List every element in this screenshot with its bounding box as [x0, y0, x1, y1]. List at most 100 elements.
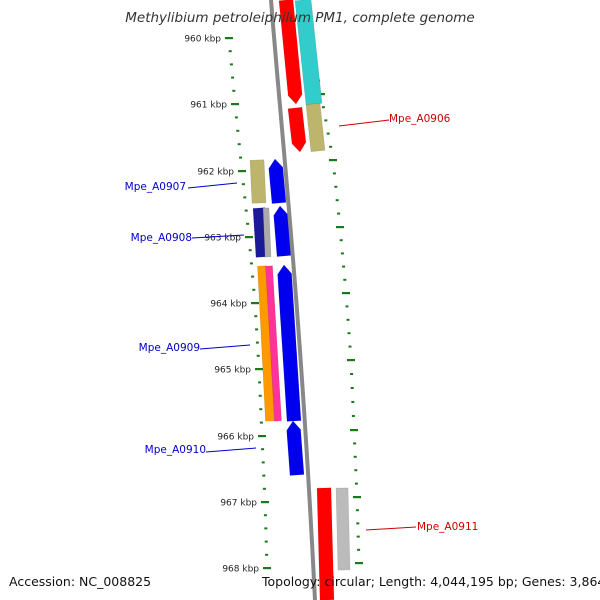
ruler-minor-tick	[321, 106, 325, 109]
ruler-minor-tick	[244, 209, 248, 212]
gene-label: Mpe_A0908	[131, 232, 192, 244]
ruler-label: 964 kbp	[210, 300, 247, 310]
gene-arrow-minus	[277, 264, 302, 422]
ruler-minor-tick	[246, 222, 250, 225]
ruler-label: 965 kbp	[214, 366, 251, 376]
gene-leader-line	[187, 182, 238, 189]
ruler-minor-tick	[353, 442, 357, 445]
ruler-minor-tick	[248, 249, 252, 252]
ruler-minor-tick	[258, 394, 262, 397]
ruler-major-tick	[225, 37, 233, 40]
gene-leader-line	[205, 447, 257, 453]
gene-arrow-minus	[268, 158, 287, 204]
ruler-major-tick	[347, 359, 355, 362]
ruler-minor-tick	[324, 119, 328, 122]
ruler-minor-tick	[236, 129, 240, 132]
ruler-major-tick	[255, 368, 263, 371]
gene-arrow-minus	[273, 205, 292, 257]
ruler-minor-tick	[340, 252, 344, 255]
ruler-major-tick	[245, 236, 253, 239]
gene-leader-line	[199, 344, 251, 350]
ruler-minor-tick	[249, 262, 253, 265]
ruler-minor-tick	[251, 275, 255, 278]
ruler-minor-tick	[228, 50, 232, 53]
gene-arrow-plus	[287, 106, 307, 153]
ruler-label: 961 kbp	[190, 101, 227, 111]
ruler-minor-tick	[354, 482, 358, 485]
ruler-minor-tick	[259, 408, 263, 411]
ruler-minor-tick	[237, 143, 241, 146]
ruler-minor-tick	[356, 535, 360, 538]
ruler-minor-tick	[232, 89, 236, 92]
ruler-major-tick	[329, 159, 337, 162]
ruler-minor-tick	[265, 553, 269, 556]
ruler-minor-tick	[262, 474, 266, 477]
ruler-minor-tick	[255, 328, 259, 331]
ruler-minor-tick	[335, 199, 339, 202]
ruler-minor-tick	[261, 461, 265, 464]
ruler-major-tick	[258, 435, 266, 438]
gene-label: Mpe_A0906	[389, 113, 451, 125]
ruler-minor-tick	[243, 196, 247, 199]
genome-title: Methylibium petroleiphilum PM1, complete…	[125, 10, 475, 26]
ruler-minor-tick	[254, 315, 258, 318]
ruler-minor-tick	[255, 341, 259, 344]
ruler-major-tick	[342, 292, 350, 295]
gene-leader-line	[191, 234, 245, 239]
ruler-label: 966 kbp	[217, 433, 254, 443]
ruler-minor-tick	[339, 239, 343, 242]
ruler-major-tick	[261, 501, 269, 504]
genome-backbone	[269, 0, 317, 600]
ruler-minor-tick	[239, 156, 243, 159]
ruler-minor-tick	[262, 487, 266, 490]
backbone-layer	[269, 0, 317, 600]
ruler-minor-tick	[337, 212, 341, 215]
ruler-minor-tick	[261, 448, 265, 451]
ruler-major-tick	[336, 226, 344, 229]
ruler-minor-tick	[356, 522, 360, 525]
ruler-minor-tick	[342, 265, 346, 268]
ruler-label: 962 kbp	[197, 168, 234, 178]
ruler-minor-tick	[345, 305, 349, 308]
ruler-major-tick	[231, 103, 239, 106]
ruler-minor-tick	[350, 373, 354, 375]
ruler-minor-tick	[263, 514, 267, 517]
ruler-minor-tick	[264, 540, 268, 543]
ruler-major-tick	[350, 429, 358, 432]
ruler-minor-tick	[348, 345, 352, 348]
ruler-layer: 960 kbp 961 kbp 962 kbp 963 kbp 964 kbp 965 k…	[184, 26, 363, 575]
label-layer: Mpe_A0906 Mpe_A0907 Mpe_A0908 Mpe_A0909 Mpe_…	[125, 113, 479, 533]
gene-arrow-minus	[262, 207, 272, 258]
gene-label: Mpe_A0909	[139, 342, 200, 354]
ruler-minor-tick	[252, 288, 256, 291]
ruler-minor-tick	[231, 76, 235, 79]
ruler-minor-tick	[354, 469, 358, 472]
gene-arrow-plus	[335, 487, 351, 571]
ruler-minor-tick	[258, 381, 262, 384]
ruler-major-tick	[251, 302, 259, 305]
ruler-minor-tick	[264, 527, 268, 530]
gene-arrow-plus	[278, 0, 303, 105]
ruler-minor-tick	[241, 183, 245, 186]
ruler-label: 968 kbp	[222, 565, 259, 575]
gene-arrow-minus	[265, 265, 282, 422]
gene-arrow-plus	[294, 0, 323, 106]
ruler-label: 967 kbp	[220, 499, 257, 509]
ruler-label: 960 kbp	[184, 35, 221, 45]
ruler-minor-tick	[329, 145, 333, 148]
ruler-label: 963 kbp	[204, 234, 241, 244]
gene-leader-line	[365, 526, 417, 531]
ruler-major-tick	[238, 170, 246, 173]
gene-label: Mpe_A0907	[125, 181, 186, 193]
gene-leader-line	[338, 119, 390, 127]
topology-text: Topology: circular; Length: 4,044,195 bp…	[262, 574, 600, 589]
ruler-minor-tick	[229, 63, 233, 66]
gene-label: Mpe_A0911	[417, 521, 478, 533]
ruler-major-tick	[355, 562, 363, 565]
ruler-minor-tick	[332, 172, 336, 175]
gene-arrow-plus	[305, 102, 326, 153]
ruler-minor-tick	[353, 455, 357, 458]
gene-arrow-minus	[286, 420, 305, 476]
ruler-minor-tick	[355, 509, 359, 512]
